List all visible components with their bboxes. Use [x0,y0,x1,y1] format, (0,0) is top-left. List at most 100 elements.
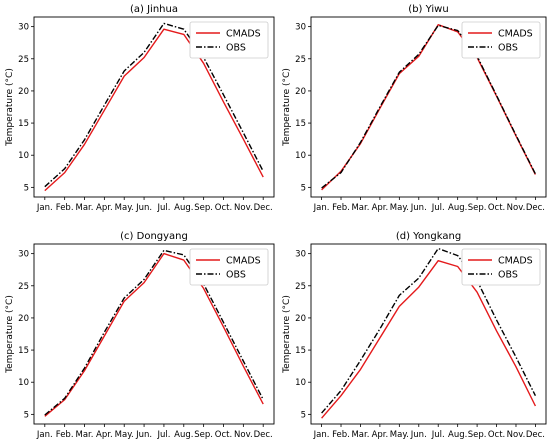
x-tick-label: Apr. [372,430,389,440]
x-tick-label: Feb. [332,203,350,213]
legend: CMADS OBS [189,21,269,59]
x-tick-label: Apr. [96,430,113,440]
plot-frame [310,243,547,425]
x-tick-label: May. [115,430,134,440]
y-tick-label: 20 [18,87,29,97]
legend-box [461,21,541,59]
legend-label-cmads: CMADS [498,29,533,40]
panel-dongyang: (c) Dongyang Temperature (°C) 5 10 15 20 25 30 J… [5,231,275,440]
x-tick-label: Sep. [194,203,213,213]
y-tick-label: 5 [301,183,306,193]
plot-frame [33,243,275,425]
x-tick-label: Jan. [36,203,53,213]
x-tick-label: Nov. [507,430,526,440]
x-tick-label: May. [390,203,409,213]
legend-label-cmads: CMADS [226,29,261,40]
x-tick-label: Jan. [36,430,53,440]
x-tick-label: Jul. [156,203,170,213]
x-tick-label: Nov. [234,203,253,213]
panel-title: (d) Yongkang [396,231,461,242]
series-line-obs [321,24,537,189]
x-tick-label: Apr. [96,203,113,213]
series-line-cmads [321,260,537,419]
x-tick-label: Feb. [56,430,74,440]
plot-frame [310,16,547,198]
legend: CMADS OBS [461,248,541,286]
x-tick-label: Mar. [351,430,369,440]
x-tick-label: Jun. [410,430,427,440]
legend-box [189,248,269,286]
x-tick-label: Dec. [526,430,545,440]
x-tick-label: Jan. [313,203,330,213]
x-tick-label: Oct. [215,203,232,213]
y-tick-label: 10 [295,151,306,161]
series-line-cmads [44,28,264,192]
x-tick-label: Nov. [507,203,526,213]
x-tick-label: Dec. [254,430,273,440]
y-tick-label: 5 [24,183,29,193]
y-tick-label: 10 [295,378,306,388]
legend-label-cmads: CMADS [226,256,261,267]
series-line-obs [44,249,264,416]
x-tick-label: Nov. [234,430,253,440]
x-tick-label: Jul. [156,430,170,440]
x-tick-label: Apr. [372,203,389,213]
panel-title: (c) Dongyang [120,231,188,242]
x-tick-label: Jan. [313,430,330,440]
x-tick-label: Jul. [431,203,445,213]
x-tick-label: Sep. [468,430,487,440]
legend-box [189,21,269,59]
x-tick-label: Dec. [254,203,273,213]
y-tick-label: 20 [295,87,306,97]
panel-title: (a) Jinhua [130,4,178,15]
legend-label-cmads: CMADS [498,256,533,267]
y-tick-label: 30 [18,250,29,260]
x-tick-label: Mar. [351,203,369,213]
panel-jinhua: (a) Jinhua Temperature (°C) 5 10 15 20 25 30 Jan… [5,4,275,213]
legend-label-obs: OBS [498,270,518,281]
x-tick-label: Aug. [448,203,467,213]
x-tick-label: Jul. [431,430,445,440]
legend-label-obs: OBS [498,43,518,54]
y-tick-label: 25 [18,55,29,65]
x-tick-label: Oct. [488,430,505,440]
panel-yongkang: (d) Yongkang Temperature (°C) 5 10 15 20 25 30 J… [282,231,547,440]
panel-yiwu: (b) Yiwu Temperature (°C) 5 10 15 20 25 30 Jan. F… [282,4,547,213]
x-tick-label: Feb. [56,203,74,213]
plot-frame [33,16,275,198]
y-tick-label: 25 [295,55,306,65]
y-axis-label: Temperature (°C) [282,68,292,147]
y-tick-label: 5 [301,410,306,420]
y-tick-label: 20 [295,314,306,324]
x-tick-label: Oct. [215,430,232,440]
x-tick-label: Aug. [174,203,193,213]
x-tick-label: Jun. [135,430,152,440]
y-tick-label: 25 [18,282,29,292]
x-tick-label: Sep. [468,203,487,213]
y-tick-label: 30 [18,23,29,33]
y-tick-label: 30 [295,23,306,33]
x-tick-label: Sep. [194,430,213,440]
series-line-obs [321,247,537,414]
series-line-obs [44,22,264,188]
x-tick-label: Mar. [76,430,94,440]
y-axis-label: Temperature (°C) [5,68,15,147]
y-tick-label: 15 [295,119,306,129]
x-tick-label: Mar. [76,203,94,213]
y-tick-label: 10 [18,151,29,161]
panel-title: (b) Yiwu [408,4,448,15]
legend-label-obs: OBS [226,43,246,54]
x-tick-label: Aug. [448,430,467,440]
legend: CMADS OBS [189,248,269,286]
y-tick-label: 15 [18,119,29,129]
x-tick-label: Jun. [410,203,427,213]
y-tick-label: 30 [295,250,306,260]
x-tick-label: Oct. [488,203,505,213]
x-tick-label: May. [115,203,134,213]
x-tick-label: Jun. [135,203,152,213]
legend-box [461,248,541,286]
x-tick-label: Aug. [174,430,193,440]
y-tick-label: 15 [18,346,29,356]
series-line-cmads [44,252,264,417]
